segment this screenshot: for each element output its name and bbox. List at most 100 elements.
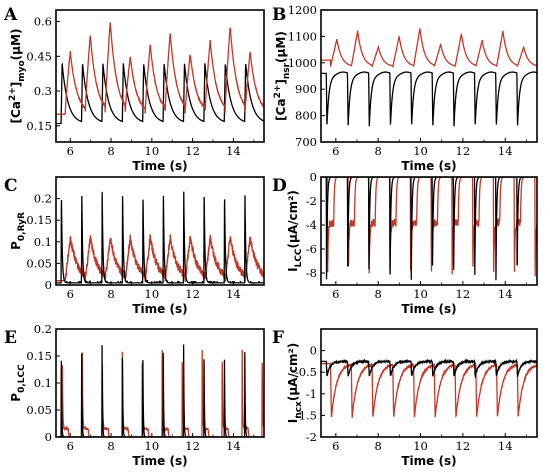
y-tick-label: 0.1 bbox=[34, 235, 52, 249]
x-tick-label: 12 bbox=[185, 439, 200, 453]
axes-frame bbox=[320, 9, 538, 143]
y-tick-label: -2 bbox=[306, 194, 317, 208]
x-tick-label: 10 bbox=[413, 287, 428, 301]
x-axis-label: Time (s) bbox=[132, 302, 187, 316]
x-tick-label: 10 bbox=[145, 287, 160, 301]
panel-label: D bbox=[272, 176, 287, 196]
x-tick-label: 14 bbox=[226, 439, 241, 453]
axes-frame bbox=[55, 9, 265, 143]
panel-label: A bbox=[3, 5, 18, 25]
x-tick-label: 10 bbox=[145, 439, 160, 453]
y-tick-label: 0.15 bbox=[26, 349, 52, 363]
x-tick-label: 10 bbox=[145, 144, 160, 158]
x-tick-label: 14 bbox=[498, 287, 513, 301]
series-line-black bbox=[56, 344, 264, 437]
y-tick-label: 0.05 bbox=[26, 256, 52, 270]
x-tick-label: 8 bbox=[107, 287, 114, 301]
y-tick-label: -1.5 bbox=[295, 408, 317, 422]
y-axis-label: ILCC(μA/cm²) bbox=[286, 190, 304, 272]
x-axis-label: Time (s) bbox=[401, 302, 456, 316]
axes-frame bbox=[55, 176, 265, 286]
y-tick-label: 0.3 bbox=[34, 84, 52, 98]
x-tick-label: 8 bbox=[375, 287, 382, 301]
panel-label: C bbox=[4, 176, 18, 196]
panel-d: D 6 8 10 12 14 -8 -6 -4 -2 0 Time (s) ILCC(μA/cm²) bbox=[272, 170, 538, 316]
y-tick-label: 0 bbox=[310, 170, 317, 184]
x-tick-label: 12 bbox=[456, 287, 471, 301]
x-axis-label: Time (s) bbox=[401, 159, 456, 173]
x-tick-label: 6 bbox=[67, 144, 74, 158]
y-tick-label: 800 bbox=[295, 109, 317, 123]
y-tick-label: 700 bbox=[295, 135, 317, 149]
x-axis-label: Time (s) bbox=[132, 159, 187, 173]
panel-label: F bbox=[272, 328, 284, 348]
x-axis-label: Time (s) bbox=[132, 454, 187, 468]
series-line-black bbox=[321, 177, 537, 281]
y-tick-label: 0.2 bbox=[34, 192, 52, 206]
y-tick-label: 900 bbox=[295, 82, 317, 96]
series-line-red bbox=[56, 349, 264, 437]
series-line-red bbox=[321, 177, 537, 277]
x-tick-label: 14 bbox=[498, 439, 513, 453]
y-axis-label: Incx(μA/cm²) bbox=[286, 343, 304, 423]
y-tick-label: -6 bbox=[306, 242, 317, 256]
x-tick-label: 12 bbox=[456, 439, 471, 453]
y-tick-label: 1200 bbox=[288, 3, 317, 17]
axes-frame bbox=[320, 328, 538, 438]
x-axis-label: Time (s) bbox=[401, 454, 456, 468]
panel-a: A 6 8 10 12 14 0.15 0.3 0.45 0.6 Time (s) [Ca2+]myo… bbox=[3, 5, 265, 173]
y-tick-label: -2 bbox=[306, 430, 317, 444]
axes-frame bbox=[55, 328, 265, 438]
y-tick-label: 0.1 bbox=[34, 376, 52, 390]
y-tick-label: 0.05 bbox=[26, 403, 52, 417]
series-line-black bbox=[321, 358, 537, 379]
x-tick-label: 6 bbox=[67, 439, 74, 453]
x-tick-label: 10 bbox=[413, 439, 428, 453]
series-line-red bbox=[321, 28, 537, 69]
series-line-black bbox=[321, 71, 537, 127]
y-tick-label: 0 bbox=[45, 430, 52, 444]
x-tick-label: 14 bbox=[498, 144, 513, 158]
panel-c: C 6 8 10 12 14 0 0.05 0.1 0.15 0.2 Time (s) P0,RyR bbox=[4, 176, 265, 316]
y-tick-label: 0.15 bbox=[26, 119, 52, 133]
y-axis-label: P0,LCC bbox=[9, 364, 27, 402]
x-tick-label: 8 bbox=[375, 439, 382, 453]
x-tick-label: 12 bbox=[456, 144, 471, 158]
x-tick-label: 10 bbox=[413, 144, 428, 158]
x-tick-label: 14 bbox=[226, 144, 241, 158]
y-tick-label: 0.2 bbox=[34, 322, 52, 336]
axes-frame bbox=[320, 176, 538, 286]
x-tick-label: 12 bbox=[185, 144, 200, 158]
y-tick-label: 0.45 bbox=[26, 49, 52, 63]
y-tick-label: -8 bbox=[306, 266, 317, 280]
y-tick-label: 0.6 bbox=[34, 15, 52, 29]
x-tick-label: 6 bbox=[332, 144, 339, 158]
x-tick-label: 6 bbox=[332, 287, 339, 301]
y-tick-label: -1 bbox=[306, 387, 317, 401]
y-tick-label: 0.15 bbox=[26, 213, 52, 227]
series-line-red bbox=[56, 234, 264, 283]
x-tick-label: 6 bbox=[332, 439, 339, 453]
x-tick-label: 6 bbox=[67, 287, 74, 301]
y-tick-label: 0 bbox=[310, 344, 317, 358]
series-line-red bbox=[56, 22, 264, 115]
y-axis-label: [Ca2+]myo(μM) bbox=[8, 29, 27, 124]
y-tick-label: 0 bbox=[45, 278, 52, 292]
panel-label: E bbox=[4, 328, 17, 348]
y-tick-label: -4 bbox=[306, 218, 317, 232]
y-tick-label: 1100 bbox=[288, 29, 317, 43]
x-tick-label: 14 bbox=[226, 287, 241, 301]
x-tick-label: 8 bbox=[107, 144, 114, 158]
x-tick-label: 8 bbox=[107, 439, 114, 453]
panel-f: F 6 8 10 12 14 -2 -1.5 -1 -0.5 0 Time (s) Incx(μA/cm… bbox=[272, 328, 538, 468]
series-line-red bbox=[321, 361, 537, 419]
x-tick-label: 12 bbox=[185, 287, 200, 301]
panel-b: B 6 8 10 12 14 700 800 900 1000 1100 1200 Time (s) [C… bbox=[272, 3, 538, 173]
series-line-black bbox=[56, 62, 264, 125]
y-tick-label: 1000 bbox=[288, 56, 317, 70]
y-axis-label: [Ca2+]nsr(μM) bbox=[273, 31, 292, 121]
panel-label: B bbox=[272, 5, 286, 25]
y-tick-label: -0.5 bbox=[295, 365, 317, 379]
x-tick-label: 8 bbox=[375, 144, 382, 158]
